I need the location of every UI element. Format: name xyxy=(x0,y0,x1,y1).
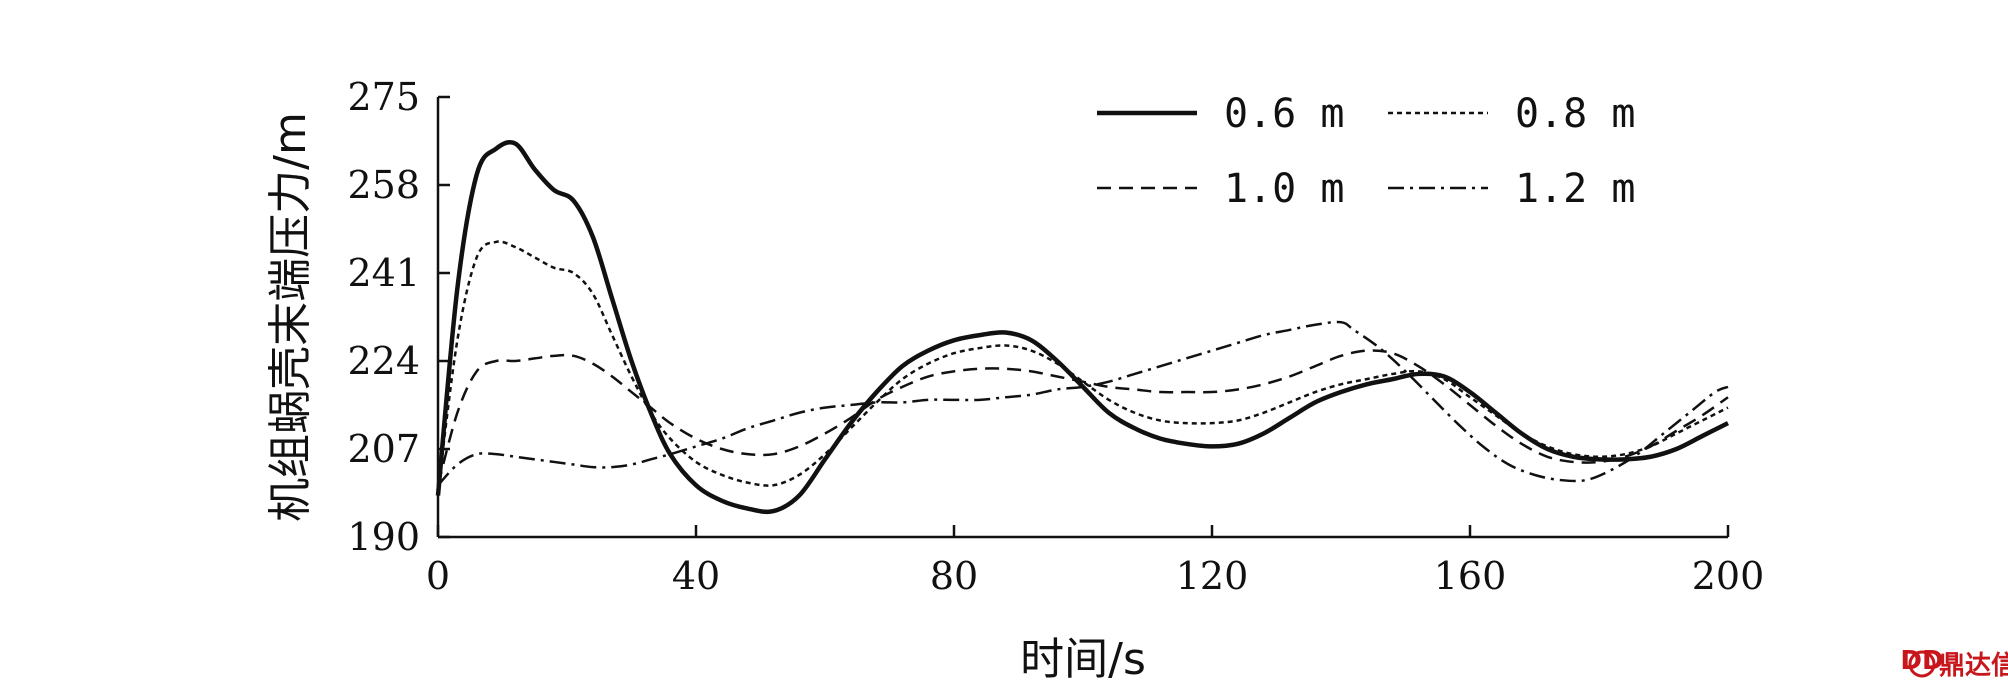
legend-label-2: 1.0 m xyxy=(1224,166,1344,212)
legend: 0.6 m 0.8 m 1.0 m 1.2 m xyxy=(1097,91,1635,212)
legend-label-3: 1.2 m xyxy=(1515,166,1635,212)
y-axis-title: 机组蜗壳末端压力/m xyxy=(265,112,316,522)
series-line-3 xyxy=(437,320,1729,487)
watermark-text: 鼎达信 xyxy=(1939,651,2008,681)
dingda-logo-glyph: DD xyxy=(1900,646,1943,676)
x-tick-label: 40 xyxy=(672,554,720,598)
y-tick-label: 190 xyxy=(347,515,420,559)
y-tick-label: 207 xyxy=(347,427,420,471)
series-line-2 xyxy=(436,349,1729,486)
y-axis-ticks: 190 207 224 241 258 275 xyxy=(347,75,450,559)
y-tick-label: 275 xyxy=(347,75,420,119)
x-axis-ticks: 0 40 80 120 160 200 xyxy=(426,525,1764,598)
x-tick-label: 160 xyxy=(1434,554,1507,598)
legend-label-1: 0.8 m xyxy=(1515,91,1635,137)
series-line-0 xyxy=(435,139,1730,515)
x-tick-label: 120 xyxy=(1176,554,1249,598)
y-tick-label: 258 xyxy=(347,163,420,207)
series-layer xyxy=(435,139,1730,515)
x-axis-title: 时间/s xyxy=(1020,634,1146,685)
y-tick-label: 224 xyxy=(347,339,420,383)
x-tick-label: 0 xyxy=(426,554,450,598)
legend-label-0: 0.6 m xyxy=(1224,91,1344,137)
axes: 0 40 80 120 160 200 190 207 224 241 258 275 xyxy=(347,75,1764,598)
x-tick-label: 80 xyxy=(930,554,978,598)
watermark: DD 鼎达信 xyxy=(1900,646,2008,681)
dingda-logo-icon xyxy=(1908,650,1936,678)
y-tick-label: 241 xyxy=(347,251,420,295)
x-tick-label: 200 xyxy=(1692,554,1765,598)
